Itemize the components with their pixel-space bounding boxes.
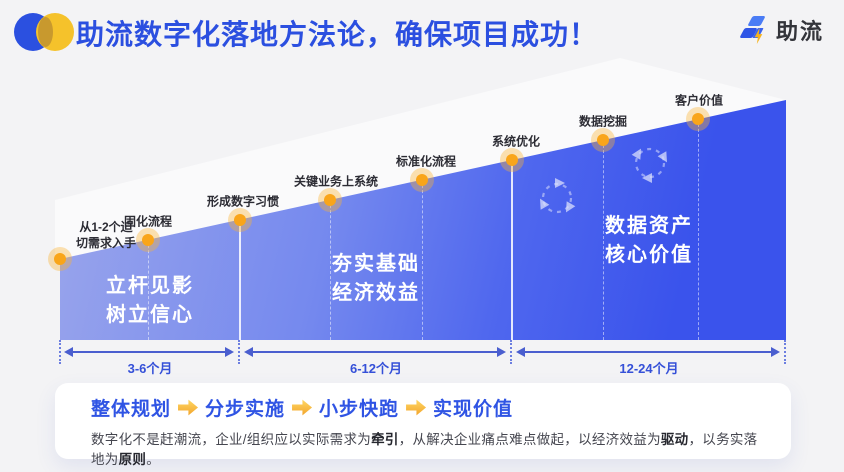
desc-emphasis: 牵引 <box>371 432 399 447</box>
step-label: 分步实施 <box>205 399 286 420</box>
right-arrow-icon <box>406 399 427 416</box>
duration-label: 12-24个月 <box>619 361 679 376</box>
duration-label: 3-6个月 <box>127 361 173 376</box>
methodology-steps: 整体规划 分步实施 小步快跑 实现价值 <box>91 394 771 421</box>
cycle-arrows-icon <box>540 178 576 214</box>
milestone-dot <box>318 188 342 212</box>
duration-arrow <box>244 347 506 357</box>
milestone-label: 从1-2个迫 切需求入手 <box>75 219 137 250</box>
page-title: 助流数字化落地方法论，确保项目成功！ <box>76 19 599 50</box>
milestone-dot <box>591 128 615 152</box>
duration-label: 6-12个月 <box>349 361 403 376</box>
milestone-dot <box>228 208 252 232</box>
step-label: 实现价值 <box>433 399 514 420</box>
right-arrow-icon <box>292 399 313 416</box>
duration-arrow <box>64 347 234 357</box>
section-title-2: 夯实基础 经济效益 <box>332 253 420 304</box>
right-arrow-icon <box>178 399 199 416</box>
milestone-guide-line <box>330 200 331 340</box>
milestone-dot <box>686 107 710 131</box>
milestone-dot <box>48 247 72 271</box>
milestone-dot <box>500 148 524 172</box>
milestone-label: 形成数字习惯 <box>206 194 280 209</box>
milestone-guide-line <box>698 119 699 340</box>
duration-boundary <box>59 340 61 364</box>
desc-text: 数字化不是赶潮流，企业/组织应以实际需求为 <box>91 432 372 447</box>
step-label: 小步快跑 <box>319 399 400 420</box>
venn-overlap <box>38 17 53 47</box>
milestone-label: 固化流程 <box>123 214 173 229</box>
section-title-3: 数据资产 核心价值 <box>605 215 693 266</box>
title-venn-icon <box>14 12 76 52</box>
methodology-description: 数字化不是赶潮流，企业/组织应以实际需求为牵引，从解决企业痛点难点做起，以经济效… <box>91 428 771 468</box>
desc-text: 。 <box>146 452 161 467</box>
milestone-guide-line <box>148 240 149 340</box>
brand-bolt-icon <box>739 15 769 45</box>
step-label: 整体规划 <box>91 399 172 420</box>
milestone-dot <box>136 228 160 252</box>
section-divider <box>239 220 241 340</box>
section-divider <box>511 160 513 340</box>
duration-arrow <box>516 347 780 357</box>
milestone-guide-line <box>422 180 423 340</box>
desc-text: ，从解决企业痛点难点做起，以经济效益为 <box>398 432 661 447</box>
summary-card: 整体规划 分步实施 小步快跑 实现价值 数字化不是赶潮流，企业/组织应以实际需求… <box>55 383 791 467</box>
duration-boundary <box>238 340 240 364</box>
desc-emphasis: 原则 <box>118 452 147 467</box>
milestone-label: 标准化流程 <box>395 154 457 169</box>
milestone-guide-line <box>603 140 604 340</box>
desc-text: ，以务实落地为 <box>91 432 758 467</box>
milestone-label: 系统优化 <box>491 134 541 149</box>
milestone-label: 客户价值 <box>674 93 724 108</box>
milestone-dot <box>410 168 434 192</box>
brand-name: 助流 <box>775 19 824 44</box>
milestone-label: 数据挖掘 <box>578 114 628 129</box>
milestone-label: 关键业务上系统 <box>293 174 379 189</box>
section-title-1: 立杆见影 树立信心 <box>106 275 194 326</box>
brand-logo: 助流 <box>739 14 824 46</box>
duration-boundary <box>784 340 786 364</box>
desc-emphasis: 驱动 <box>660 432 689 447</box>
cycle-arrows-icon <box>631 147 667 183</box>
duration-boundary <box>510 340 512 364</box>
